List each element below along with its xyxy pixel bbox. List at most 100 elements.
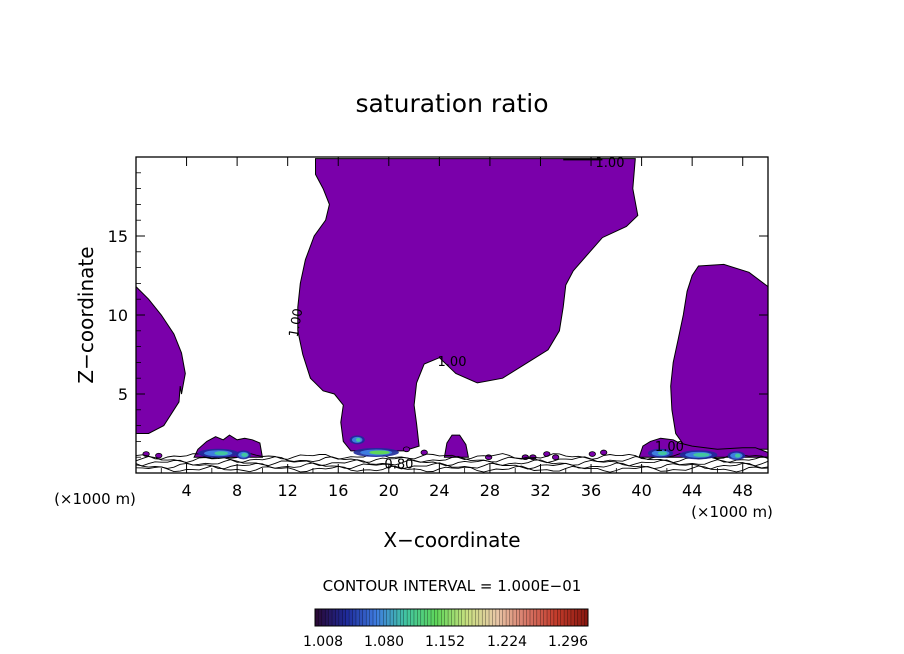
colorbar-tick-label-1: 1.080	[364, 634, 404, 650]
colorbar-cell	[437, 609, 442, 626]
colorbar-cell	[502, 609, 507, 626]
colorbar-cell	[379, 609, 384, 626]
y-tick-label-2: 15	[108, 227, 128, 246]
colorbar-cell	[332, 609, 336, 626]
x-tick-label-4: 20	[379, 481, 399, 500]
colorbar-cell	[359, 609, 364, 626]
colorbar-tick-label-4: 1.296	[548, 634, 588, 650]
colorbar-cell	[352, 609, 357, 626]
hot-spot-peak-3	[355, 437, 361, 442]
colorbar-tick-label-0: 1.008	[303, 634, 343, 650]
colorbar-cell	[441, 609, 445, 626]
speck-10	[600, 449, 608, 456]
colorbar-cell	[454, 609, 459, 626]
x-tick-label-1: 8	[232, 481, 242, 500]
colorbar-cell	[342, 609, 347, 626]
contour-interval-label: CONTOUR INTERVAL = 1.000E−01	[323, 577, 582, 595]
colorbar: 1.008 1.080 1.152 1.224 1.296	[303, 608, 589, 650]
colorbar-cell	[536, 609, 541, 626]
hot-spot-peak-0	[214, 451, 229, 456]
colorbar-cell	[471, 609, 476, 626]
colorbar-tick-label-2: 1.152	[425, 634, 465, 650]
colorbar-cell	[413, 609, 418, 626]
hot-spot-peak-4	[657, 451, 668, 456]
colorbar-cell	[431, 609, 435, 626]
contour-labels: 1.00 1.00 1.00 1.00 0.80	[287, 156, 684, 473]
hot-spot-peak-1	[241, 452, 248, 457]
colorbar-cell	[516, 609, 521, 626]
colorbar-cell	[403, 609, 408, 626]
supersaturation-spots	[197, 435, 746, 461]
hot-spot-peak-5	[693, 452, 710, 457]
colorbar-cell	[529, 609, 534, 626]
colorbar-cell	[492, 609, 497, 626]
colorbar-cell	[553, 609, 558, 626]
chart-title: saturation ratio	[355, 89, 548, 118]
colorbar-cell	[424, 609, 428, 626]
colorbar-cell	[345, 609, 350, 626]
colorbar-cell	[570, 609, 575, 626]
colorbar-frame	[314, 608, 589, 627]
speck-9	[588, 451, 596, 457]
colorbar-cell	[564, 609, 568, 626]
colorbar-cell	[533, 609, 538, 626]
colorbar-cell	[393, 609, 398, 626]
surface-contour-1	[135, 462, 769, 470]
colorbar-cell	[540, 609, 544, 626]
colorbar-cell	[560, 609, 565, 626]
colorbar-cell	[448, 609, 452, 626]
colorbar-cell	[325, 609, 329, 626]
speck-2	[402, 446, 411, 453]
contour-label-3: 1.00	[655, 440, 684, 455]
y-axis-label: Z−coordinate	[74, 246, 98, 383]
contour-label-2: 1.00	[438, 355, 467, 370]
colorbar-cell	[547, 609, 551, 626]
colorbar-cell	[499, 609, 503, 626]
colorbar-cell	[390, 609, 394, 626]
colorbar-cell	[489, 609, 493, 626]
colorbar-cell	[550, 609, 555, 626]
x-tick-label-7: 32	[530, 481, 550, 500]
colorbar-cell	[461, 609, 466, 626]
colorbar-cell	[465, 609, 469, 626]
contour-label-0: 1.00	[596, 156, 625, 171]
surface-contour-3	[135, 456, 769, 464]
x-tick-label-9: 40	[631, 481, 651, 500]
colorbar-cell	[355, 609, 360, 626]
hot-spot-peak-2	[369, 450, 390, 455]
colorbar-cell	[410, 609, 415, 626]
colorbar-cell	[475, 609, 480, 626]
colorbar-cell	[386, 609, 391, 626]
region-upper-central	[297, 158, 639, 452]
colorbar-cell	[577, 609, 582, 626]
colorbar-cell	[362, 609, 367, 626]
colorbar-cell	[574, 609, 579, 626]
y-tick-label-1: 10	[108, 306, 128, 325]
x-tick-label-0: 4	[181, 481, 191, 500]
colorbar-cell	[543, 609, 548, 626]
hot-spot-peak-6	[734, 453, 741, 458]
contour-label-1: 1.00	[287, 307, 307, 338]
colorbar-cell	[318, 609, 323, 626]
colorbar-cell	[434, 609, 439, 626]
colorbar-cell	[468, 609, 473, 626]
region-blob-25	[443, 434, 470, 458]
x-tick-label-8: 36	[581, 481, 601, 500]
colorbar-cell	[321, 609, 326, 626]
colorbar-cell	[581, 609, 585, 626]
colorbar-cell	[567, 609, 572, 626]
colorbar-cell	[376, 609, 381, 626]
y-tick-label-0: 5	[118, 385, 128, 404]
x-tick-label-10: 44	[682, 481, 702, 500]
colorbar-cell	[427, 609, 432, 626]
colorbar-cell	[523, 609, 527, 626]
colorbar-tick-label-3: 1.224	[487, 634, 527, 650]
colorbar-cell	[400, 609, 405, 626]
speck-1	[155, 452, 163, 459]
colorbar-cell	[485, 609, 490, 626]
y-unit-label: (×1000 m)	[54, 490, 136, 508]
contour-label-4: 0.80	[384, 458, 413, 473]
surface-contour-0	[135, 465, 769, 473]
